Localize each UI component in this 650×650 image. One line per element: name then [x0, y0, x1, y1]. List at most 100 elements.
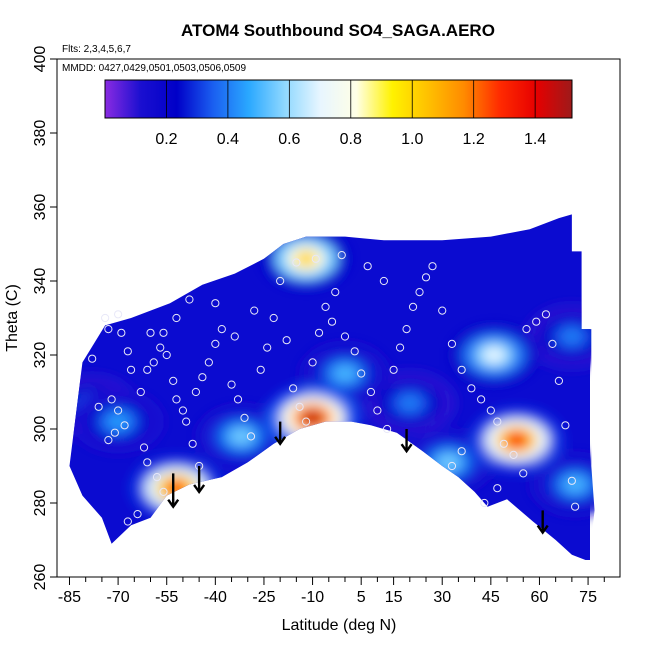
sample-point	[567, 476, 576, 485]
sample-point	[246, 432, 256, 441]
sample-point	[486, 406, 495, 415]
hotspot-blob	[165, 480, 188, 497]
y-tick-label: 340	[32, 268, 49, 295]
y-tick-label: 380	[32, 120, 49, 147]
sample-point	[337, 251, 346, 260]
colorbar-tick-label: 0.2	[155, 131, 177, 148]
sample-point	[389, 365, 398, 374]
sample-point	[467, 384, 476, 393]
x-tick-label: 60	[531, 589, 549, 606]
sample-point	[156, 343, 165, 352]
sample-point	[331, 288, 340, 297]
colorbar-tick-label: 0.8	[340, 131, 362, 148]
sample-point	[104, 325, 113, 334]
sample-point	[447, 339, 457, 348]
sample-point	[211, 299, 220, 308]
hotspot-blob	[398, 395, 421, 412]
sample-point	[120, 421, 129, 430]
hotspot-blob	[107, 413, 130, 430]
sample-point	[172, 313, 181, 323]
hotspot-blob	[230, 428, 253, 445]
sample-point	[447, 461, 457, 471]
colorbar: 0.2 0.4 0.6 0.8 1.0 1.2 1.4	[104, 79, 573, 148]
x-axis-label: Latitude (deg N)	[282, 617, 397, 634]
sample-point	[541, 310, 551, 319]
x-tick-label: 30	[433, 589, 451, 606]
y-tick-label: 260	[32, 564, 49, 591]
sample-point	[493, 484, 502, 493]
sample-point	[182, 417, 191, 426]
y-tick-label: 360	[32, 194, 49, 221]
sample-point	[480, 498, 489, 508]
sample-point	[178, 406, 188, 415]
sample-point	[327, 317, 337, 326]
sample-point	[321, 302, 330, 311]
sample-point	[172, 395, 181, 404]
arrow-head	[193, 484, 206, 494]
sample-point	[340, 332, 350, 341]
arrow-head	[167, 499, 180, 509]
sample-point	[548, 339, 557, 348]
sample-point	[185, 295, 194, 304]
sample-point	[143, 365, 152, 374]
sample-point	[295, 402, 304, 411]
sample-point	[198, 373, 207, 382]
sample-point	[104, 436, 113, 445]
colorbar-tick-label: 0.4	[217, 131, 239, 148]
sample-point	[519, 469, 528, 478]
sample-point	[554, 376, 564, 385]
y-tick-label: 400	[32, 46, 49, 73]
arrow-head	[536, 524, 549, 535]
sample-point	[107, 395, 116, 404]
sample-point	[101, 313, 110, 323]
sample-point	[217, 325, 226, 334]
y-tick-label: 300	[32, 416, 49, 443]
x-tick-label: -10	[301, 589, 324, 606]
sample-point	[408, 302, 418, 311]
sample-point	[428, 262, 437, 271]
hotspot-layer	[69, 226, 595, 521]
x-tick-label: -70	[107, 589, 130, 606]
y-tick-label: 320	[32, 342, 49, 369]
y-axis-label: Theta (C)	[4, 284, 21, 352]
hotspot-blob	[560, 328, 583, 345]
sample-point	[363, 262, 372, 271]
x-tick-label: 45	[482, 589, 500, 606]
sample-point	[256, 365, 265, 374]
sample-point	[314, 328, 324, 337]
hotspot-blob	[505, 432, 528, 449]
flights-note: Flts: 2,3,4,5,6,7	[62, 44, 131, 55]
sample-point	[143, 458, 152, 467]
sample-point	[571, 502, 580, 511]
x-axis: -85 -70 -55 -40 -25 -10 5 15 30 45 60 75	[58, 577, 605, 606]
hotspot-blob	[333, 365, 356, 382]
sample-point	[133, 509, 142, 519]
sample-point	[301, 417, 311, 426]
sample-point	[289, 384, 298, 393]
colorbar-gradient	[104, 79, 573, 119]
sample-point	[350, 347, 359, 356]
x-tick-label: 75	[579, 589, 597, 606]
sample-point	[188, 439, 197, 448]
sample-point	[126, 365, 136, 374]
colorbar-tick-label: 1.2	[463, 131, 485, 148]
sample-point	[123, 347, 132, 356]
data-field	[69, 214, 595, 560]
sample-point	[152, 473, 162, 482]
x-tick-label: -25	[252, 589, 275, 606]
sample-point	[240, 413, 249, 422]
colorbar-tick-label: 1.4	[524, 131, 546, 148]
sample-point	[379, 276, 388, 286]
sample-point	[357, 369, 366, 378]
sample-point	[395, 343, 405, 352]
sample-point	[269, 313, 278, 323]
hotspot-blob	[483, 347, 506, 363]
x-tick-label: 5	[357, 589, 366, 606]
sample-point	[366, 387, 376, 397]
colorbar-tick-label: 0.6	[278, 131, 300, 148]
sample-point	[373, 406, 382, 415]
colorbar-ticks: 0.2 0.4 0.6 0.8 1.0 1.2 1.4	[155, 80, 546, 148]
sample-point	[204, 358, 213, 367]
sample-point	[282, 336, 291, 345]
